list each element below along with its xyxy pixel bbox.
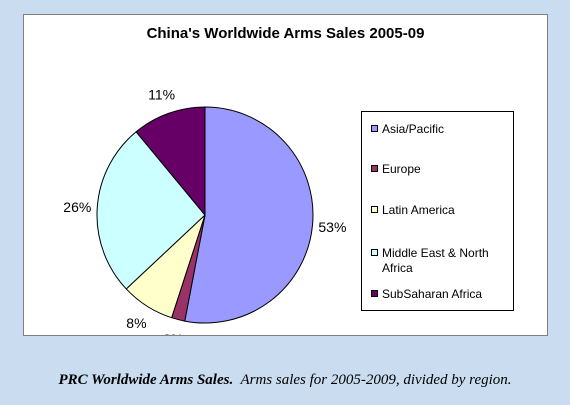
caption-title: PRC Worldwide Arms Sales. <box>58 372 234 388</box>
legend-label: SubSaharan Africa <box>382 287 483 301</box>
legend-label: Latin America <box>382 203 455 217</box>
data-label-subsaharan-africa: 11% <box>148 87 175 103</box>
legend-label: Europe <box>382 162 421 176</box>
legend-swatch <box>371 125 378 132</box>
legend-label: Asia/Pacific <box>382 122 445 136</box>
pie-slice-middle-east-north-africa <box>96 131 206 290</box>
legend-swatch <box>371 206 378 213</box>
legend-swatch <box>371 290 378 297</box>
figure-caption: PRC Worldwide Arms Sales. Arms sales for… <box>0 372 570 389</box>
legend-swatch <box>371 165 378 172</box>
pie-slice-subsaharan-africa <box>135 106 206 217</box>
legend-swatch <box>371 249 378 256</box>
data-label-asia-pacific: 53% <box>318 219 346 235</box>
chart-frame: China's Worldwide Arms Sales 2005-09 53%… <box>23 14 548 336</box>
data-label-europe: 2% <box>163 331 183 335</box>
chart-title: China's Worldwide Arms Sales 2005-09 <box>146 25 425 42</box>
caption-text: Arms sales for 2005-2009, divided by reg… <box>240 372 512 388</box>
pie-slice-asia-pacific <box>184 106 314 324</box>
pie-chart: 53% 2% 8% 26% 11% <box>63 87 346 335</box>
data-label-middle-east-north-africa: 26% <box>63 199 91 215</box>
legend-label: Middle East & North Africa <box>382 246 489 275</box>
data-label-latin-america: 8% <box>126 315 146 331</box>
legend: Asia/Pacific Europe Latin America Middle Ea… <box>361 111 514 311</box>
